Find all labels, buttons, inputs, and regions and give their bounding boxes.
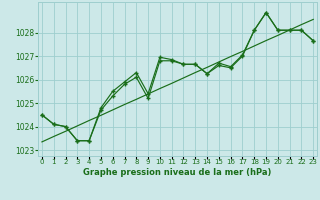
X-axis label: Graphe pression niveau de la mer (hPa): Graphe pression niveau de la mer (hPa) xyxy=(84,168,272,177)
